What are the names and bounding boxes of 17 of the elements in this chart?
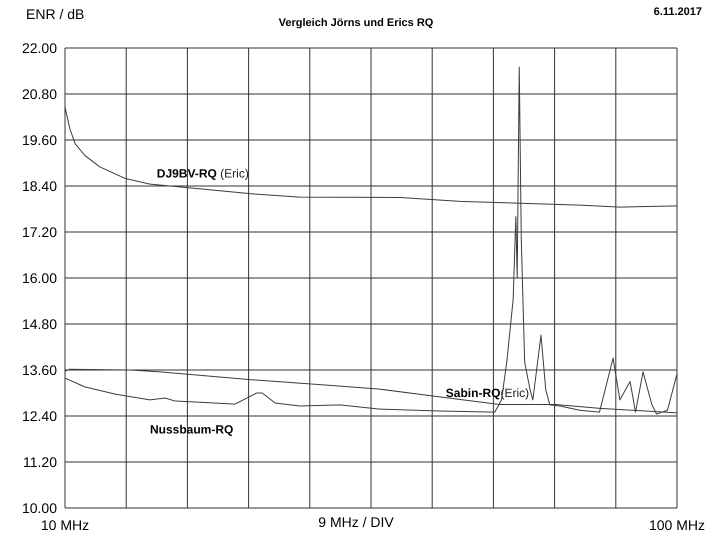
x-axis-title: 9 MHz / DIV [318,514,394,530]
y-tick-label: 10.00 [22,500,58,516]
y-tick-label: 13.60 [22,362,58,378]
text: 6.11.2017 [654,6,702,18]
chart-title: Vergleich Jörns und Erics RQ [278,17,434,29]
y-tick-label: 12.40 [22,408,58,424]
y-tick-label: 16.00 [22,270,58,286]
x-tick-label: 100 MHz [648,516,706,533]
y-tick-label: 14.80 [22,316,58,332]
y-tick-label: 18.40 [22,178,58,194]
y-tick-label: 11.20 [23,454,58,470]
y-axis-title: ENR / dB [26,6,84,22]
y-tick-label: 17.20 [22,224,58,240]
y-tick-label: 20.80 [22,86,58,102]
y-tick-label: 22.00 [22,40,58,56]
y-tick-label: 19.60 [22,132,58,148]
x-tick-label: 10 MHz [40,516,90,533]
